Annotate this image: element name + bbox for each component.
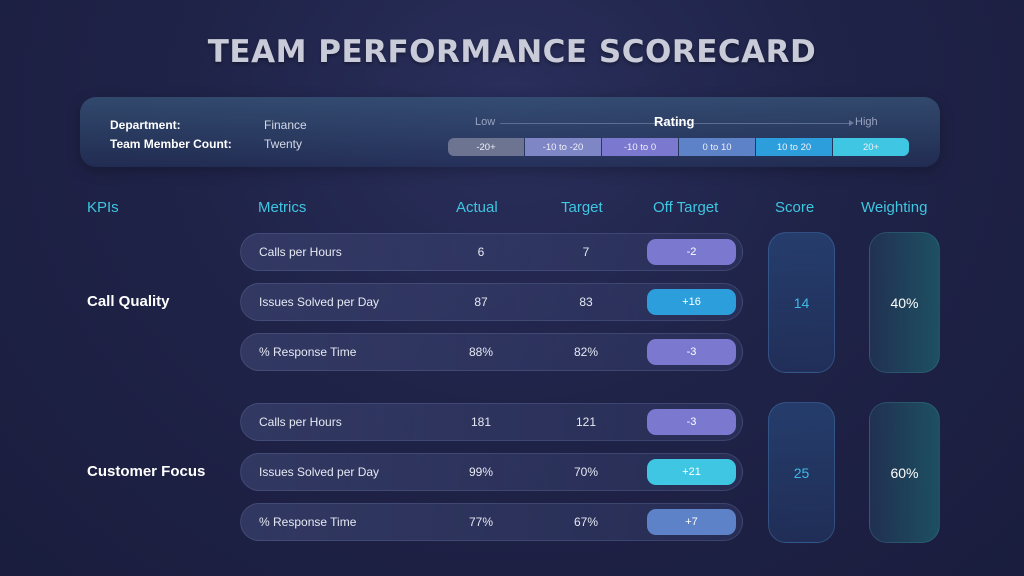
metric-row: Calls per Hours 6 7 -2 xyxy=(240,233,743,271)
actual-value: 6 xyxy=(477,245,485,259)
info-panel: Department: Finance Team Member Count: T… xyxy=(80,97,940,167)
header-weighting: Weighting xyxy=(861,199,928,216)
rating-arrow xyxy=(500,120,854,126)
header-metrics: Metrics xyxy=(258,199,307,216)
off-target-badge: -2 xyxy=(647,239,736,265)
header-target: Target xyxy=(561,199,603,216)
weighting-card: 40% xyxy=(869,232,940,373)
rating-title: Rating xyxy=(654,114,695,129)
page-title: TEAM PERFORMANCE SCORECARD xyxy=(207,34,817,70)
actual-value: 77% xyxy=(468,515,494,529)
off-target-badge: -3 xyxy=(647,409,736,435)
off-target-badge: +21 xyxy=(647,459,736,485)
score-card: 25 xyxy=(768,402,835,543)
department-label: Department: xyxy=(110,118,181,132)
rating-segment: -20+ xyxy=(448,138,524,156)
kpi-name: Call Quality xyxy=(87,293,170,310)
score-card: 14 xyxy=(768,232,835,373)
actual-value: 181 xyxy=(470,415,492,429)
target-value: 67% xyxy=(573,515,599,529)
metric-name: % Response Time xyxy=(259,515,357,529)
metric-name: Calls per Hours xyxy=(259,245,342,259)
off-target-badge: +7 xyxy=(647,509,736,535)
rating-segment: 20+ xyxy=(833,138,909,156)
metric-row: Calls per Hours 181 121 -3 xyxy=(240,403,743,441)
actual-value: 99% xyxy=(468,465,494,479)
rating-segment: 10 to 20 xyxy=(756,138,832,156)
metric-row: % Response Time 77% 67% +7 xyxy=(240,503,743,541)
metric-name: Calls per Hours xyxy=(259,415,342,429)
header-off-target: Off Target xyxy=(653,199,719,216)
target-value: 70% xyxy=(573,465,599,479)
rating-high-label: High xyxy=(855,116,878,128)
member-count-label: Team Member Count: xyxy=(110,137,232,151)
off-target-badge: +16 xyxy=(647,289,736,315)
metric-row: % Response Time 88% 82% -3 xyxy=(240,333,743,371)
off-target-badge: -3 xyxy=(647,339,736,365)
rating-segment: -10 to -20 xyxy=(525,138,601,156)
metric-row: Issues Solved per Day 99% 70% +21 xyxy=(240,453,743,491)
weighting-card: 60% xyxy=(869,402,940,543)
rating-segment: 0 to 10 xyxy=(679,138,755,156)
metric-name: % Response Time xyxy=(259,345,357,359)
metric-row: Issues Solved per Day 87 83 +16 xyxy=(240,283,743,321)
header-score: Score xyxy=(775,199,815,216)
target-value: 121 xyxy=(575,415,597,429)
rating-low-label: Low xyxy=(475,116,496,128)
header-actual: Actual xyxy=(456,199,498,216)
actual-value: 88% xyxy=(468,345,494,359)
rating-segment: -10 to 0 xyxy=(602,138,678,156)
header-kpis: KPIs xyxy=(87,199,119,216)
target-value: 83 xyxy=(579,295,593,309)
target-value: 7 xyxy=(582,245,590,259)
member-count-value: Twenty xyxy=(264,137,303,151)
kpi-name: Customer Focus xyxy=(87,463,206,480)
target-value: 82% xyxy=(573,345,599,359)
department-value: Finance xyxy=(264,118,307,132)
actual-value: 87 xyxy=(474,295,488,309)
metric-name: Issues Solved per Day xyxy=(259,295,380,309)
metric-name: Issues Solved per Day xyxy=(259,465,380,479)
rating-scale: -20+ -10 to -20 -10 to 0 0 to 10 10 to 2… xyxy=(448,138,909,156)
